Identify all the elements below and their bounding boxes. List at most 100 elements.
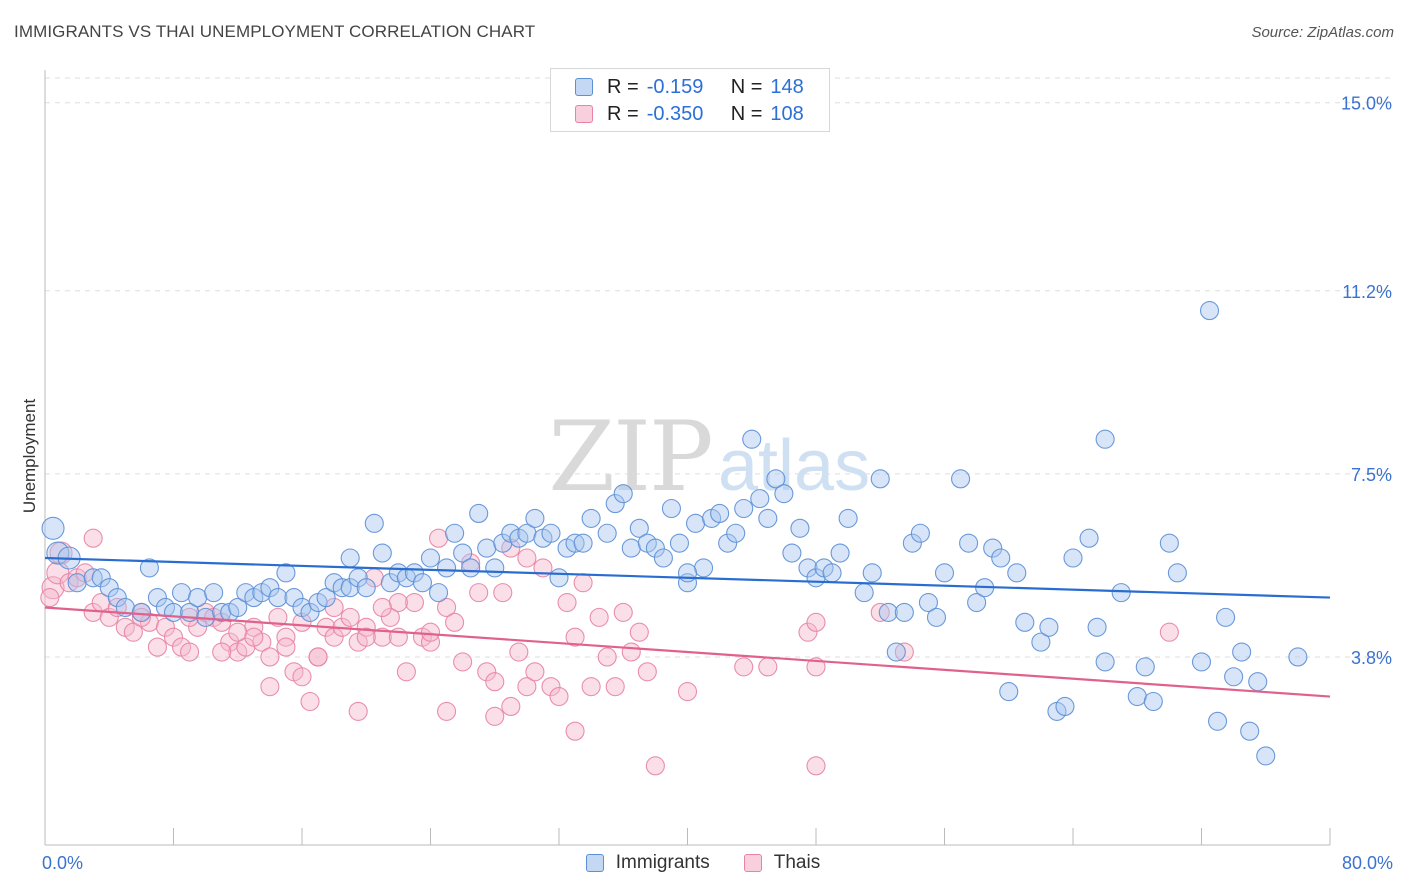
immigrants-point — [1191, 652, 1212, 672]
x-tick-label: 0.0% — [42, 853, 83, 873]
immigrants-point — [597, 523, 617, 543]
thais-point — [806, 612, 826, 632]
immigrants-point — [1111, 583, 1131, 603]
immigrants-point — [1007, 563, 1027, 583]
series-swatch-immigrants — [585, 854, 604, 872]
thais-point — [260, 647, 280, 667]
thais-point — [292, 667, 312, 687]
thais-point — [894, 642, 914, 662]
immigrants-point — [260, 578, 280, 598]
immigrants-point — [340, 548, 360, 568]
thais-point — [356, 617, 376, 637]
watermark-atlas: atlas — [718, 426, 870, 506]
legend-r-label: R = — [607, 75, 639, 98]
thais-point — [268, 607, 288, 627]
thais-point — [244, 627, 264, 647]
thais-point — [581, 677, 601, 697]
immigrants-point — [742, 429, 762, 449]
immigrants-point — [1127, 686, 1147, 707]
trend-lines — [44, 556, 1331, 698]
thais-point — [517, 548, 537, 568]
immigrants-point — [726, 523, 746, 543]
immigrants-point — [99, 578, 119, 598]
series-label-immigrants: Immigrants — [615, 852, 710, 873]
thais-point — [41, 576, 65, 600]
immigrants-point — [999, 682, 1019, 702]
immigrants-point — [1216, 607, 1236, 627]
immigrants-point — [573, 533, 593, 553]
immigrants-point — [525, 508, 545, 528]
legend-r-value: -0.159 — [646, 75, 704, 98]
legend-n-label: N = — [730, 102, 763, 125]
immigrants-point — [934, 563, 955, 583]
immigrants-point — [316, 588, 336, 608]
legend-n-label: N = — [730, 75, 763, 98]
immigrants-point — [453, 543, 473, 563]
thais-point — [356, 627, 376, 647]
immigrants-point — [67, 573, 87, 593]
thais-point — [155, 617, 176, 637]
series-legend: Immigrants Thais — [0, 852, 1406, 874]
immigrants-point — [750, 489, 770, 509]
immigrants-point — [1095, 429, 1115, 449]
immigrants-point — [1095, 652, 1115, 672]
immigrants-point — [131, 602, 151, 622]
immigrants-point — [1208, 711, 1228, 731]
thais-point — [292, 612, 312, 632]
thais-point — [404, 592, 424, 613]
y-tick-label: 3.8% — [1351, 648, 1392, 668]
immigrants-point — [613, 484, 633, 504]
legend-r-label: R = — [607, 102, 639, 125]
thais-point — [40, 588, 60, 608]
immigrants-point — [1248, 672, 1268, 692]
immigrants-point — [1063, 548, 1083, 568]
immigrants-point — [669, 533, 690, 553]
source-label: Source: ZipAtlas.com — [1251, 24, 1394, 41]
immigrants-point — [348, 568, 368, 588]
immigrants-trend-line — [44, 556, 1331, 599]
thais-point — [260, 677, 280, 697]
immigrants-point — [565, 533, 585, 553]
immigrants-point — [918, 592, 938, 613]
thais-point — [637, 662, 657, 682]
immigrants-point — [710, 503, 730, 524]
thais-point — [758, 657, 778, 677]
immigrants-point — [276, 563, 296, 583]
thais-point — [396, 662, 416, 682]
immigrants-point — [139, 558, 159, 578]
immigrants-point — [228, 597, 248, 618]
immigrants-point — [91, 568, 111, 588]
thais-point — [123, 622, 143, 642]
legend-row-immigrants: R = -0.159 N = 148 — [575, 76, 804, 98]
immigrants-point — [694, 558, 714, 578]
thais-point — [677, 682, 698, 702]
thais-point — [437, 701, 457, 721]
thais-point — [348, 701, 368, 721]
immigrants-point — [437, 558, 457, 578]
thais-point — [147, 637, 167, 657]
immigrants-point — [171, 583, 192, 603]
immigrants-point — [461, 558, 481, 578]
thais-point — [806, 756, 826, 776]
immigrants-point — [838, 508, 858, 528]
immigrants-point — [758, 508, 778, 528]
immigrants-point — [1240, 721, 1260, 741]
immigrants-point — [661, 498, 681, 519]
immigrants-point — [541, 523, 561, 543]
grid-lines — [45, 77, 1392, 658]
legend-row-thais: R = -0.350 N = 108 — [575, 103, 804, 125]
immigrants-point — [959, 533, 979, 553]
thais-point — [806, 657, 826, 677]
thais-point — [380, 607, 400, 627]
immigrants-point — [107, 588, 127, 608]
immigrants-point — [300, 602, 320, 622]
series-label-thais: Thais — [773, 852, 821, 873]
immigrants-point — [685, 513, 706, 533]
y-tick-label: 7.5% — [1351, 465, 1392, 485]
immigrants-point — [782, 543, 802, 563]
immigrants-point — [822, 563, 842, 583]
thais-point — [276, 637, 296, 657]
legend-n-value: 148 — [770, 75, 804, 98]
y-tick-label: 11.2% — [1342, 282, 1392, 302]
